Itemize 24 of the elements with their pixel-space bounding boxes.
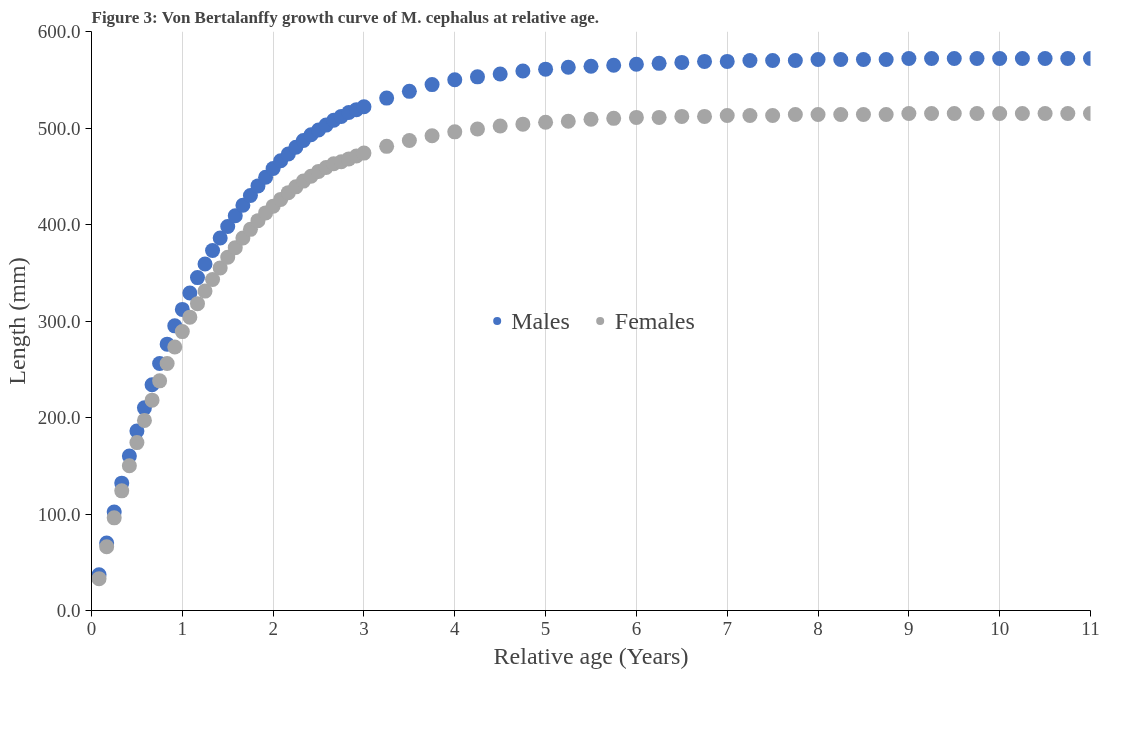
x-tick-label: 1 — [177, 617, 188, 639]
y-axis-title: Length (mm) — [3, 257, 30, 385]
legend-label: Females — [614, 307, 695, 334]
x-tick-label: 4 — [450, 617, 461, 639]
y-tick-label: 0.0 — [56, 600, 81, 621]
x-tick-label: 0 — [86, 617, 97, 639]
chart-title: Figure 3: Von Bertalanffy growth curve of M. cephalus at relative age. — [91, 7, 600, 27]
y-tick-label: 200.0 — [37, 407, 81, 428]
x-tick-label: 8 — [813, 617, 823, 639]
y-tick-label: 400.0 — [37, 214, 81, 235]
x-tick-label: 2 — [268, 617, 278, 639]
x-tick-label: 7 — [722, 617, 732, 639]
x-tick-label: 11 — [1081, 617, 1100, 639]
legend-label: Males — [511, 307, 570, 334]
x-axis-title: Relative age (Years) — [493, 642, 689, 669]
x-tick-label: 10 — [990, 617, 1010, 639]
x-tick-label: 6 — [631, 617, 642, 639]
y-tick-label: 500.0 — [37, 117, 81, 139]
y-tick-label: 600.0 — [37, 21, 81, 42]
x-tick-label: 5 — [540, 617, 551, 639]
y-tick-label: 300.0 — [37, 310, 81, 332]
y-tick-label: 100.0 — [37, 503, 81, 525]
x-tick-label: 9 — [904, 617, 914, 639]
x-tick-label: 3 — [359, 617, 369, 639]
